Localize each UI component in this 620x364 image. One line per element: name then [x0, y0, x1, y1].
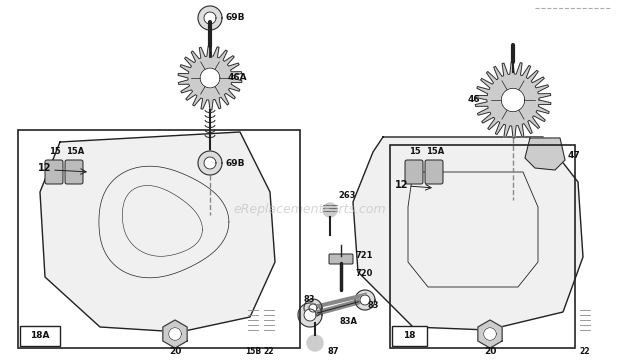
Polygon shape	[309, 304, 317, 312]
Polygon shape	[304, 309, 316, 321]
Bar	[392, 326, 427, 346]
FancyBboxPatch shape	[65, 160, 83, 184]
Text: 721: 721	[355, 250, 373, 260]
Polygon shape	[478, 320, 502, 348]
Polygon shape	[525, 138, 565, 170]
Polygon shape	[198, 151, 222, 175]
Text: 20: 20	[484, 348, 496, 356]
Text: 69B: 69B	[226, 158, 246, 167]
Text: 83A: 83A	[340, 317, 358, 327]
Polygon shape	[204, 12, 216, 24]
Text: 15: 15	[49, 147, 61, 157]
Bar	[390, 145, 575, 348]
Polygon shape	[178, 46, 242, 110]
Text: 83: 83	[368, 301, 379, 309]
Polygon shape	[40, 132, 275, 332]
Bar	[18, 130, 300, 348]
FancyBboxPatch shape	[45, 160, 63, 184]
Text: 15A: 15A	[426, 147, 444, 157]
Polygon shape	[475, 62, 551, 138]
Text: 22: 22	[580, 348, 590, 356]
Bar	[20, 326, 60, 346]
Polygon shape	[304, 299, 322, 317]
Text: 18A: 18A	[30, 332, 50, 340]
Polygon shape	[355, 290, 375, 310]
Text: 46: 46	[467, 95, 480, 104]
Circle shape	[323, 203, 337, 217]
FancyBboxPatch shape	[405, 160, 423, 184]
Polygon shape	[484, 328, 496, 340]
FancyBboxPatch shape	[425, 160, 443, 184]
Text: 87: 87	[328, 348, 340, 356]
Text: 15: 15	[409, 147, 421, 157]
Text: eReplacementParts.com: eReplacementParts.com	[234, 203, 386, 217]
Text: 47: 47	[568, 150, 581, 159]
Polygon shape	[200, 68, 220, 88]
Text: 46A: 46A	[228, 74, 247, 83]
Text: 12: 12	[38, 163, 51, 173]
Text: 83: 83	[304, 296, 315, 305]
Text: 12: 12	[395, 180, 409, 190]
Text: 15A: 15A	[66, 147, 84, 157]
Polygon shape	[298, 303, 322, 327]
Text: 263: 263	[338, 191, 355, 201]
Text: 69B: 69B	[226, 13, 246, 23]
FancyBboxPatch shape	[329, 254, 353, 264]
Text: 18: 18	[403, 332, 415, 340]
Polygon shape	[204, 157, 216, 169]
Polygon shape	[169, 328, 181, 340]
Polygon shape	[502, 88, 525, 112]
Polygon shape	[360, 295, 370, 305]
Text: 22: 22	[264, 348, 274, 356]
Circle shape	[307, 335, 323, 351]
Polygon shape	[353, 137, 583, 330]
Text: 20: 20	[169, 348, 181, 356]
Text: 720: 720	[355, 269, 373, 277]
Polygon shape	[163, 320, 187, 348]
Polygon shape	[198, 6, 222, 30]
Text: 15B: 15B	[245, 348, 261, 356]
